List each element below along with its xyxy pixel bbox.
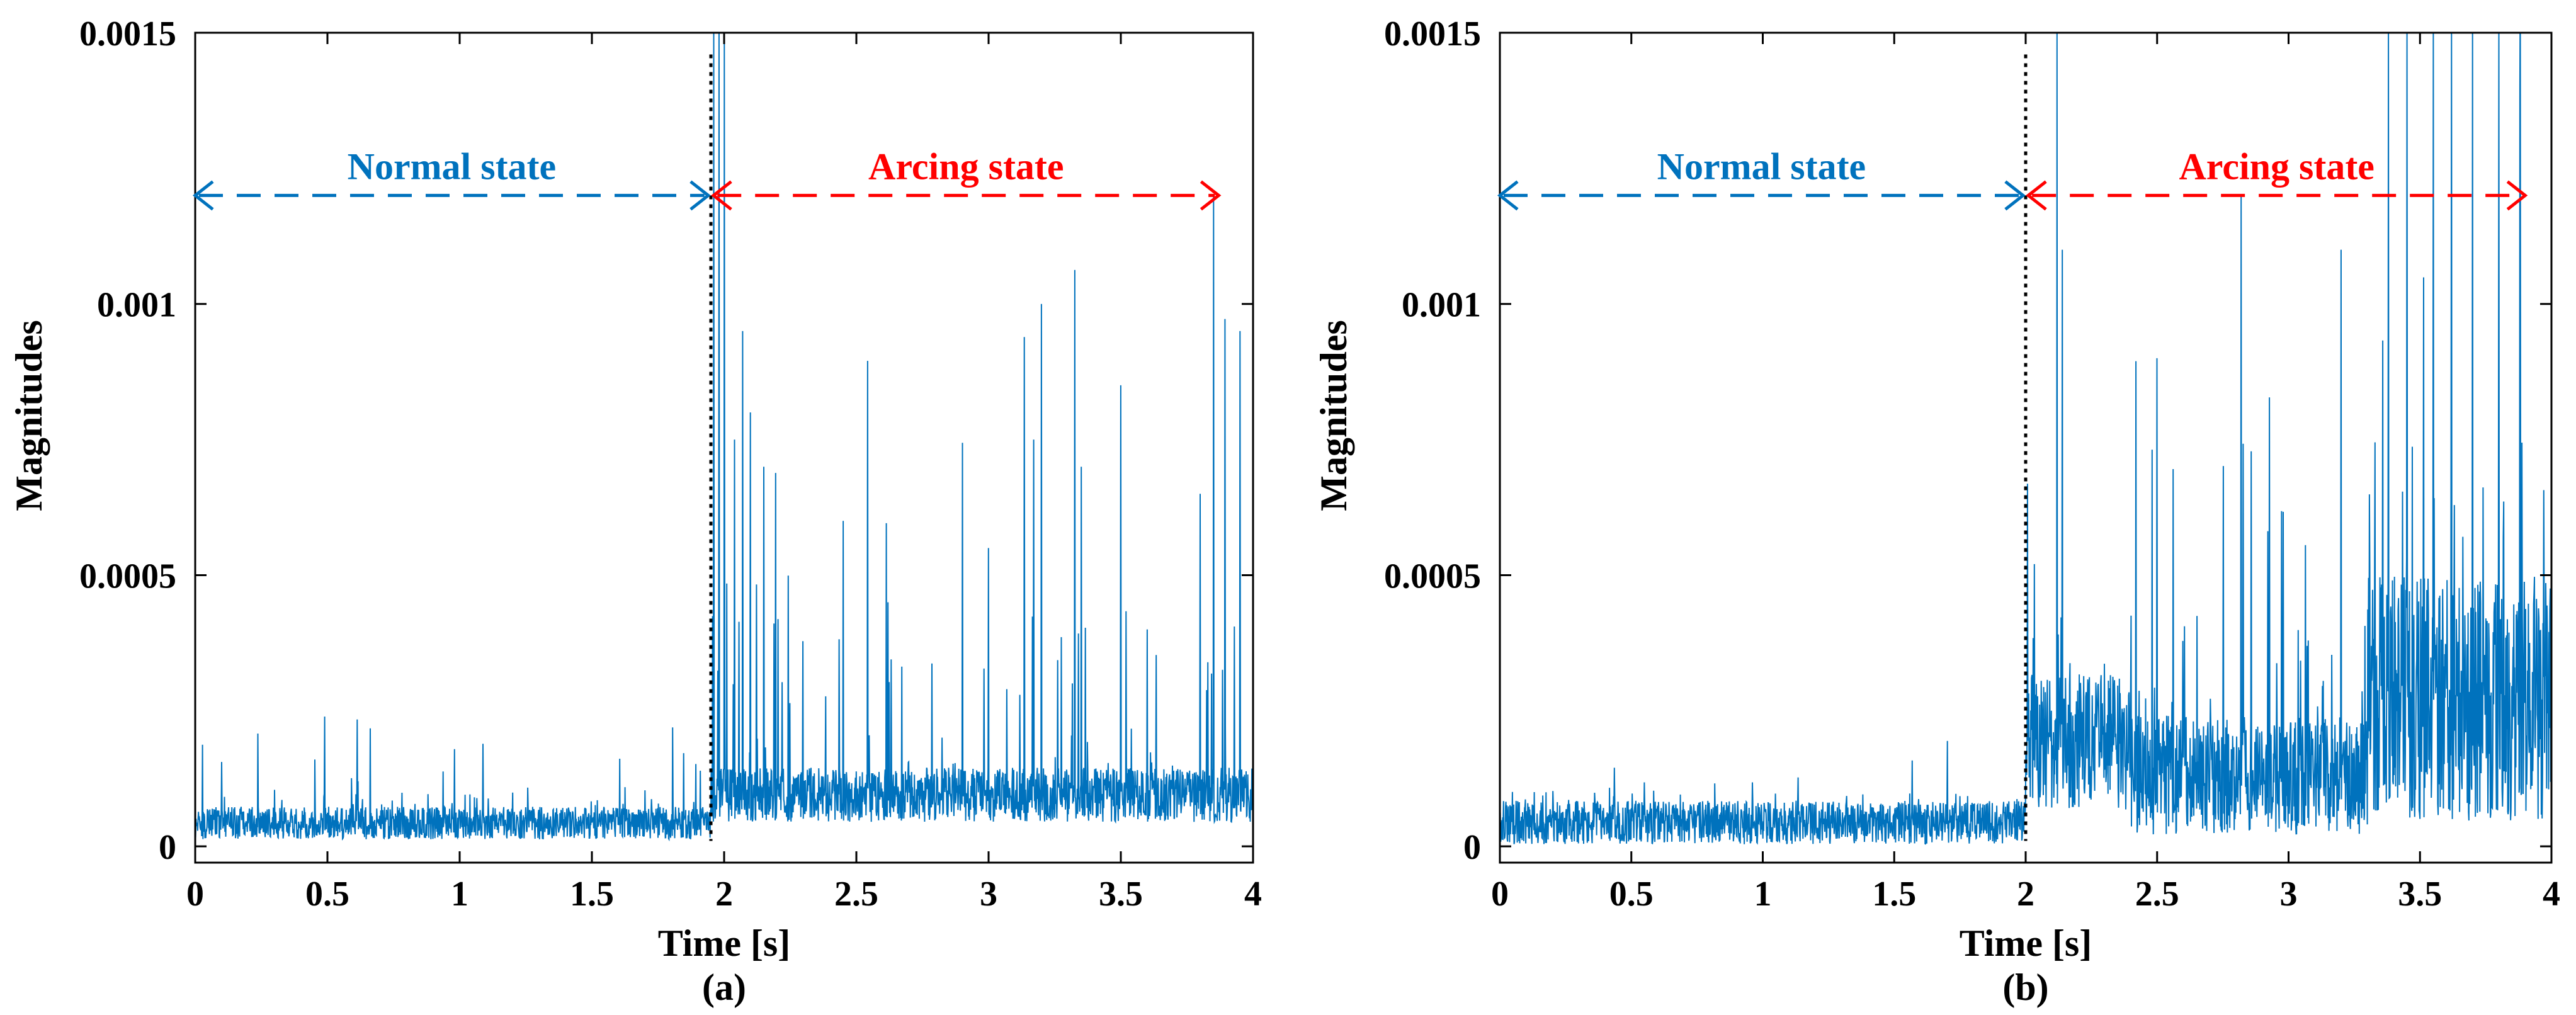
panel-b-x-tick-label: 4	[2543, 875, 2560, 914]
panel-a-y-tick-label: 0	[159, 828, 176, 867]
panel-b-x-axis-title: Time [s]	[1960, 922, 2092, 964]
panel-a-x-tick-label: 4	[1244, 875, 1262, 914]
panel-b-x-tick-label: 3.5	[2398, 875, 2442, 914]
panel-a-label: (a)	[702, 967, 746, 1008]
panel-a-normal-state-label: Normal state	[348, 145, 557, 187]
panel-a-signal	[195, 33, 1253, 842]
panel-a-x-tick-label: 1	[451, 875, 468, 914]
panel-a-arcing-state-label: Arcing state	[868, 145, 1064, 187]
panel-a-signal-line	[195, 33, 1253, 842]
panel-a-x-ticks: 0 0.5 1 1.5 2 2.5 3 3.5 4	[186, 33, 1262, 914]
panel-b-y-axis-title: Magnitudes	[1313, 320, 1354, 511]
panel-a-y-ticks: 0 0.0005 0.001 0.0015	[79, 14, 1253, 867]
panel-b-arcing-annotation: Arcing state	[2026, 145, 2528, 211]
panel-b-normal-arrowhead-right	[2004, 180, 2026, 211]
panel-a-arcing-arrowhead-left	[711, 180, 732, 211]
panel-b-arcing-arrowhead-right	[2506, 180, 2528, 211]
panel-a-x-tick-label: 1.5	[570, 875, 614, 914]
panel-b-y-tick-label: 0.0015	[1384, 14, 1481, 54]
panel-a-y-tick-label: 0.001	[97, 286, 176, 325]
panel-a-y-tick-label: 0.0005	[79, 557, 176, 596]
panel-a-x-axis-title: Time [s]	[658, 922, 791, 964]
panel-b-y-tick-label: 0.0005	[1384, 557, 1481, 596]
panel-b-normal-arrowhead-left	[1497, 180, 1519, 211]
panel-b-x-tick-label: 3	[2280, 875, 2298, 914]
panel-b-x-tick-label: 2	[2017, 875, 2034, 914]
panel-a-x-tick-label: 3	[980, 875, 997, 914]
panel-b-x-tick-label: 1	[1754, 875, 1772, 914]
panel-a-arcing-annotation: Arcing state	[711, 145, 1222, 211]
panel-b-x-tick-label: 0	[1491, 875, 1509, 914]
panel-b-x-tick-label: 2.5	[2135, 875, 2179, 914]
panel-a-y-tick-label: 0.0015	[79, 14, 176, 54]
panel-a: 0 0.5 1 1.5 2 2.5 3 3.5 4 0 0.0005 0.001 0.0015 Nor…	[8, 14, 1262, 1008]
panel-a-normal-arrowhead-left	[192, 180, 214, 211]
panel-b-y-tick-label: 0	[1463, 828, 1481, 867]
panel-b-normal-state-label: Normal state	[1657, 145, 1866, 187]
panel-a-arcing-arrowhead-right	[1200, 180, 1222, 211]
panel-b-arcing-state-label: Arcing state	[2179, 145, 2375, 187]
panel-b-arcing-arrowhead-left	[2026, 180, 2047, 211]
panel-b-x-tick-label: 0.5	[1609, 875, 1654, 914]
panel-a-normal-arrowhead-right	[689, 180, 711, 211]
panel-a-normal-annotation: Normal state	[192, 145, 711, 211]
panel-a-x-tick-label: 2	[715, 875, 733, 914]
panel-b-x-tick-label: 1.5	[1872, 875, 1916, 914]
panel-b-y-tick-label: 0.001	[1402, 286, 1481, 325]
panel-b-label: (b)	[2002, 967, 2048, 1008]
panel-a-x-tick-label: 0	[186, 875, 204, 914]
panel-a-x-tick-label: 2.5	[834, 875, 878, 914]
panel-a-x-tick-label: 3.5	[1099, 875, 1143, 914]
panel-b-normal-annotation: Normal state	[1497, 145, 2026, 211]
panel-a-y-axis-title: Magnitudes	[8, 320, 50, 511]
panel-b-y-ticks: 0 0.0005 0.001 0.0015	[1384, 14, 2551, 867]
panel-b: 0 0.5 1 1.5 2 2.5 3 3.5 4 0 0.0005 0.001 0.0015 Nor…	[1313, 14, 2560, 1008]
panel-b-x-ticks: 0 0.5 1 1.5 2 2.5 3 3.5 4	[1491, 33, 2560, 914]
panel-a-x-tick-label: 0.5	[305, 875, 349, 914]
